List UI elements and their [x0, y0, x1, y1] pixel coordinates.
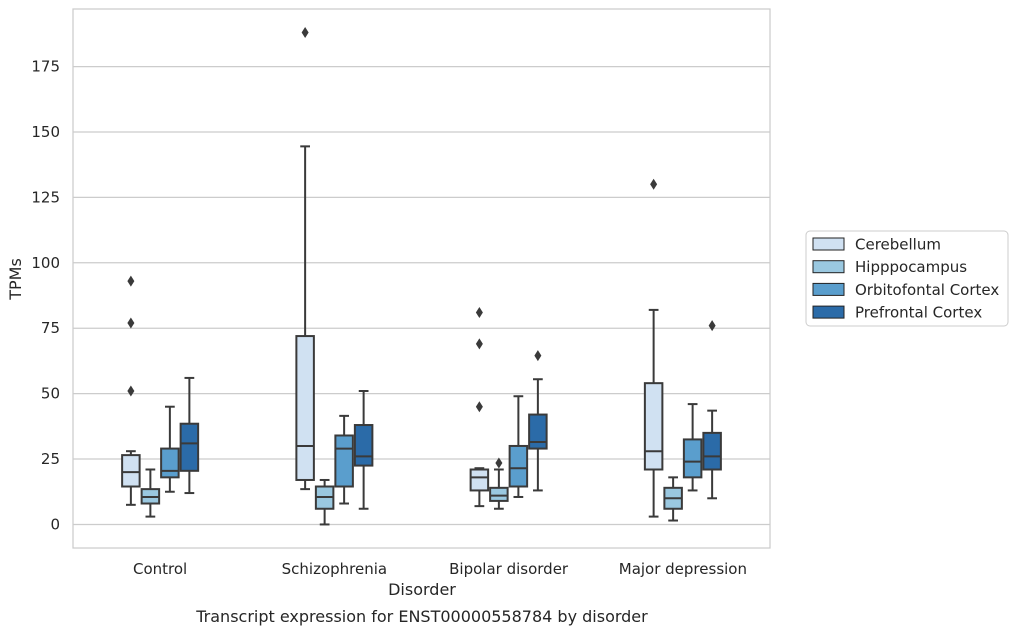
- box-3-0: [643, 178, 664, 518]
- legend-label: Orbitofontal Cortex: [855, 281, 999, 299]
- outlier-point: [650, 178, 658, 190]
- box-0-2: [160, 405, 180, 493]
- x-axis-label: Disorder: [388, 580, 456, 599]
- iqr-box: [702, 431, 722, 471]
- outlier-point: [475, 307, 483, 319]
- chart-caption: Transcript expression for ENST0000055878…: [195, 607, 648, 626]
- legend-label: Prefrontal Cortex: [855, 304, 982, 322]
- x-tick-label: Bipolar disorder: [449, 560, 569, 578]
- legend-label: Hipppocampus: [855, 258, 967, 276]
- outlier-point: [127, 385, 135, 397]
- box-2-3: [528, 350, 548, 492]
- box-1-1: [314, 478, 335, 526]
- outlier-point: [534, 350, 542, 362]
- y-tick-label: 175: [31, 58, 60, 76]
- x-tick-label: Major depression: [619, 560, 747, 578]
- box-0-1: [140, 468, 161, 518]
- outlier-point: [708, 320, 716, 332]
- iqr-box: [179, 422, 200, 472]
- legend-swatch: [812, 237, 845, 251]
- iqr-box: [469, 468, 490, 492]
- box-3-2: [682, 403, 703, 492]
- outlier-point: [301, 27, 309, 39]
- iqr-box: [528, 413, 548, 450]
- box-3-1: [663, 476, 683, 522]
- box-2-0: [469, 307, 490, 508]
- x-tick-labels: Control Schizophrenia Bipolar disorder Majo…: [133, 560, 747, 578]
- y-tick-label: 75: [41, 319, 60, 337]
- y-tick-labels: 0 25 50 75 100 125 150 175: [31, 58, 60, 534]
- legend-frame: [805, 230, 1009, 327]
- outlier-point: [127, 317, 135, 329]
- y-tick-label: 100: [31, 254, 60, 272]
- box-series: [121, 27, 722, 526]
- x-tick-label: Control: [133, 560, 187, 578]
- iqr-box: [160, 447, 180, 479]
- iqr-box: [353, 424, 374, 467]
- iqr-box: [295, 335, 315, 481]
- legend-swatch: [812, 305, 845, 319]
- y-tick-label: 150: [31, 123, 60, 141]
- box-2-2: [508, 395, 529, 498]
- outlier-point: [495, 457, 503, 469]
- box-1-0: [295, 27, 315, 491]
- legend-swatch: [812, 260, 845, 274]
- box-3-3: [702, 320, 722, 500]
- iqr-box: [121, 454, 141, 488]
- y-axis-label: TPMs: [6, 258, 25, 301]
- plot-area-frame: [72, 8, 771, 549]
- y-tick-label: 25: [41, 450, 60, 468]
- outlier-point: [475, 401, 483, 413]
- box-1-3: [353, 390, 374, 510]
- outlier-point: [475, 338, 483, 350]
- iqr-box: [508, 444, 529, 488]
- y-tick-label: 50: [41, 385, 60, 403]
- legend: Cerebellum Hipppocampus Orbitofontal Corte…: [805, 230, 1009, 327]
- outlier-point: [127, 275, 135, 287]
- box-2-1: [489, 457, 509, 510]
- x-tick-label: Schizophrenia: [282, 560, 387, 578]
- y-tick-label: 0: [50, 515, 60, 533]
- iqr-box: [643, 382, 664, 471]
- box-0-0: [121, 275, 141, 506]
- iqr-box: [682, 438, 703, 479]
- y-tick-label: 125: [31, 188, 60, 206]
- iqr-box: [489, 486, 509, 502]
- box-1-2: [334, 414, 354, 505]
- legend-label: Cerebellum: [855, 236, 941, 254]
- box-0-3: [179, 376, 200, 495]
- iqr-box: [334, 434, 354, 488]
- legend-swatch: [812, 282, 845, 296]
